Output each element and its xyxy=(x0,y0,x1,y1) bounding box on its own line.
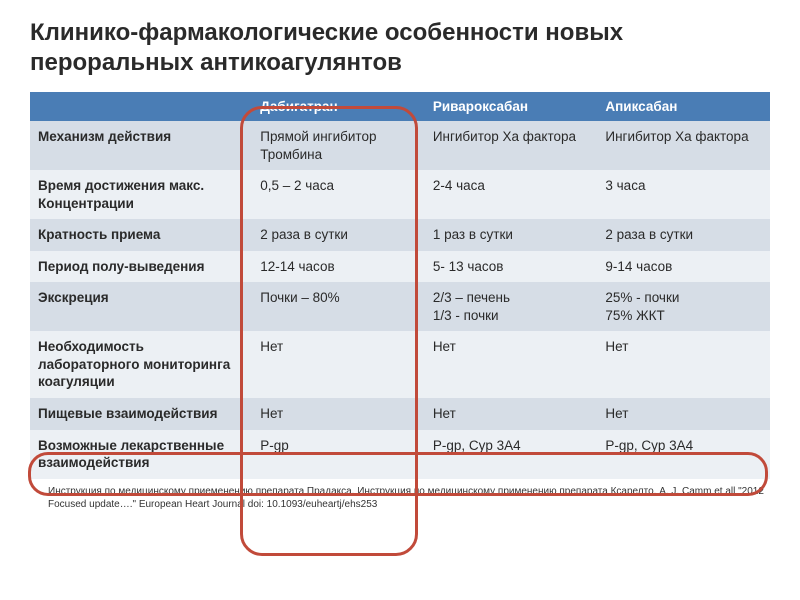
comparison-table: Дабигатран Ривароксабан Апиксабан Механи… xyxy=(30,92,770,479)
table-row: Период полу-выведения12-14 часов5- 13 ча… xyxy=(30,251,770,283)
row-cell: 5- 13 часов xyxy=(425,251,598,283)
row-cell: 2 раза в сутки xyxy=(252,219,425,251)
row-label: Механизм действия xyxy=(30,121,252,170)
header-apixaban: Апиксабан xyxy=(597,92,770,121)
row-cell: 9-14 часов xyxy=(597,251,770,283)
table-row: Кратность приема2 раза в сутки1 раз в су… xyxy=(30,219,770,251)
row-cell: P-gp, Cyp 3A4 xyxy=(425,430,598,479)
table-row: ЭкскрецияПочки – 80%2/3 – печень1/3 - по… xyxy=(30,282,770,331)
row-cell: Нет xyxy=(425,398,598,430)
row-cell: 2/3 – печень1/3 - почки xyxy=(425,282,598,331)
footnote: Инструкция по медицинскому приеменению п… xyxy=(30,485,770,511)
table-row: Время достижения макс. Концентрации0,5 –… xyxy=(30,170,770,219)
row-cell: 12-14 часов xyxy=(252,251,425,283)
row-cell: 3 часа xyxy=(597,170,770,219)
row-cell: 1 раз в сутки xyxy=(425,219,598,251)
table-header-row: Дабигатран Ривароксабан Апиксабан xyxy=(30,92,770,121)
table-row: Возможные лекарственные взаимодействияP-… xyxy=(30,430,770,479)
row-cell: Прямой ингибитор Тромбина xyxy=(252,121,425,170)
row-cell: Ингибитор Xa фактора xyxy=(425,121,598,170)
row-cell: Почки – 80% xyxy=(252,282,425,331)
table-row: Механизм действияПрямой ингибитор Тромби… xyxy=(30,121,770,170)
row-cell: Нет xyxy=(425,331,598,398)
header-blank xyxy=(30,92,252,121)
row-cell: P-gp xyxy=(252,430,425,479)
header-rivaroxaban: Ривароксабан xyxy=(425,92,598,121)
row-cell: 2 раза в сутки xyxy=(597,219,770,251)
row-cell: Нет xyxy=(252,398,425,430)
row-label: Время достижения макс. Концентрации xyxy=(30,170,252,219)
table-row: Необходимость лабораторного мониторинга … xyxy=(30,331,770,398)
row-cell: Нет xyxy=(597,398,770,430)
row-cell: 2-4 часа xyxy=(425,170,598,219)
row-cell: P-gp, Cyp 3A4 xyxy=(597,430,770,479)
header-dabigatran: Дабигатран xyxy=(252,92,425,121)
row-label: Кратность приема xyxy=(30,219,252,251)
slide: Клинико-фармакологические особенности но… xyxy=(0,0,800,521)
row-label: Необходимость лабораторного мониторинга … xyxy=(30,331,252,398)
row-cell: 25% - почки75% ЖКТ xyxy=(597,282,770,331)
row-cell: Нет xyxy=(597,331,770,398)
row-label: Пищевые взаимодействия xyxy=(30,398,252,430)
row-cell: Нет xyxy=(252,331,425,398)
row-label: Период полу-выведения xyxy=(30,251,252,283)
table-row: Пищевые взаимодействияНетНетНет xyxy=(30,398,770,430)
row-label: Экскреция xyxy=(30,282,252,331)
row-cell: 0,5 – 2 часа xyxy=(252,170,425,219)
slide-title: Клинико-фармакологические особенности но… xyxy=(30,18,770,78)
row-cell: Ингибитор Xa фактора xyxy=(597,121,770,170)
row-label: Возможные лекарственные взаимодействия xyxy=(30,430,252,479)
